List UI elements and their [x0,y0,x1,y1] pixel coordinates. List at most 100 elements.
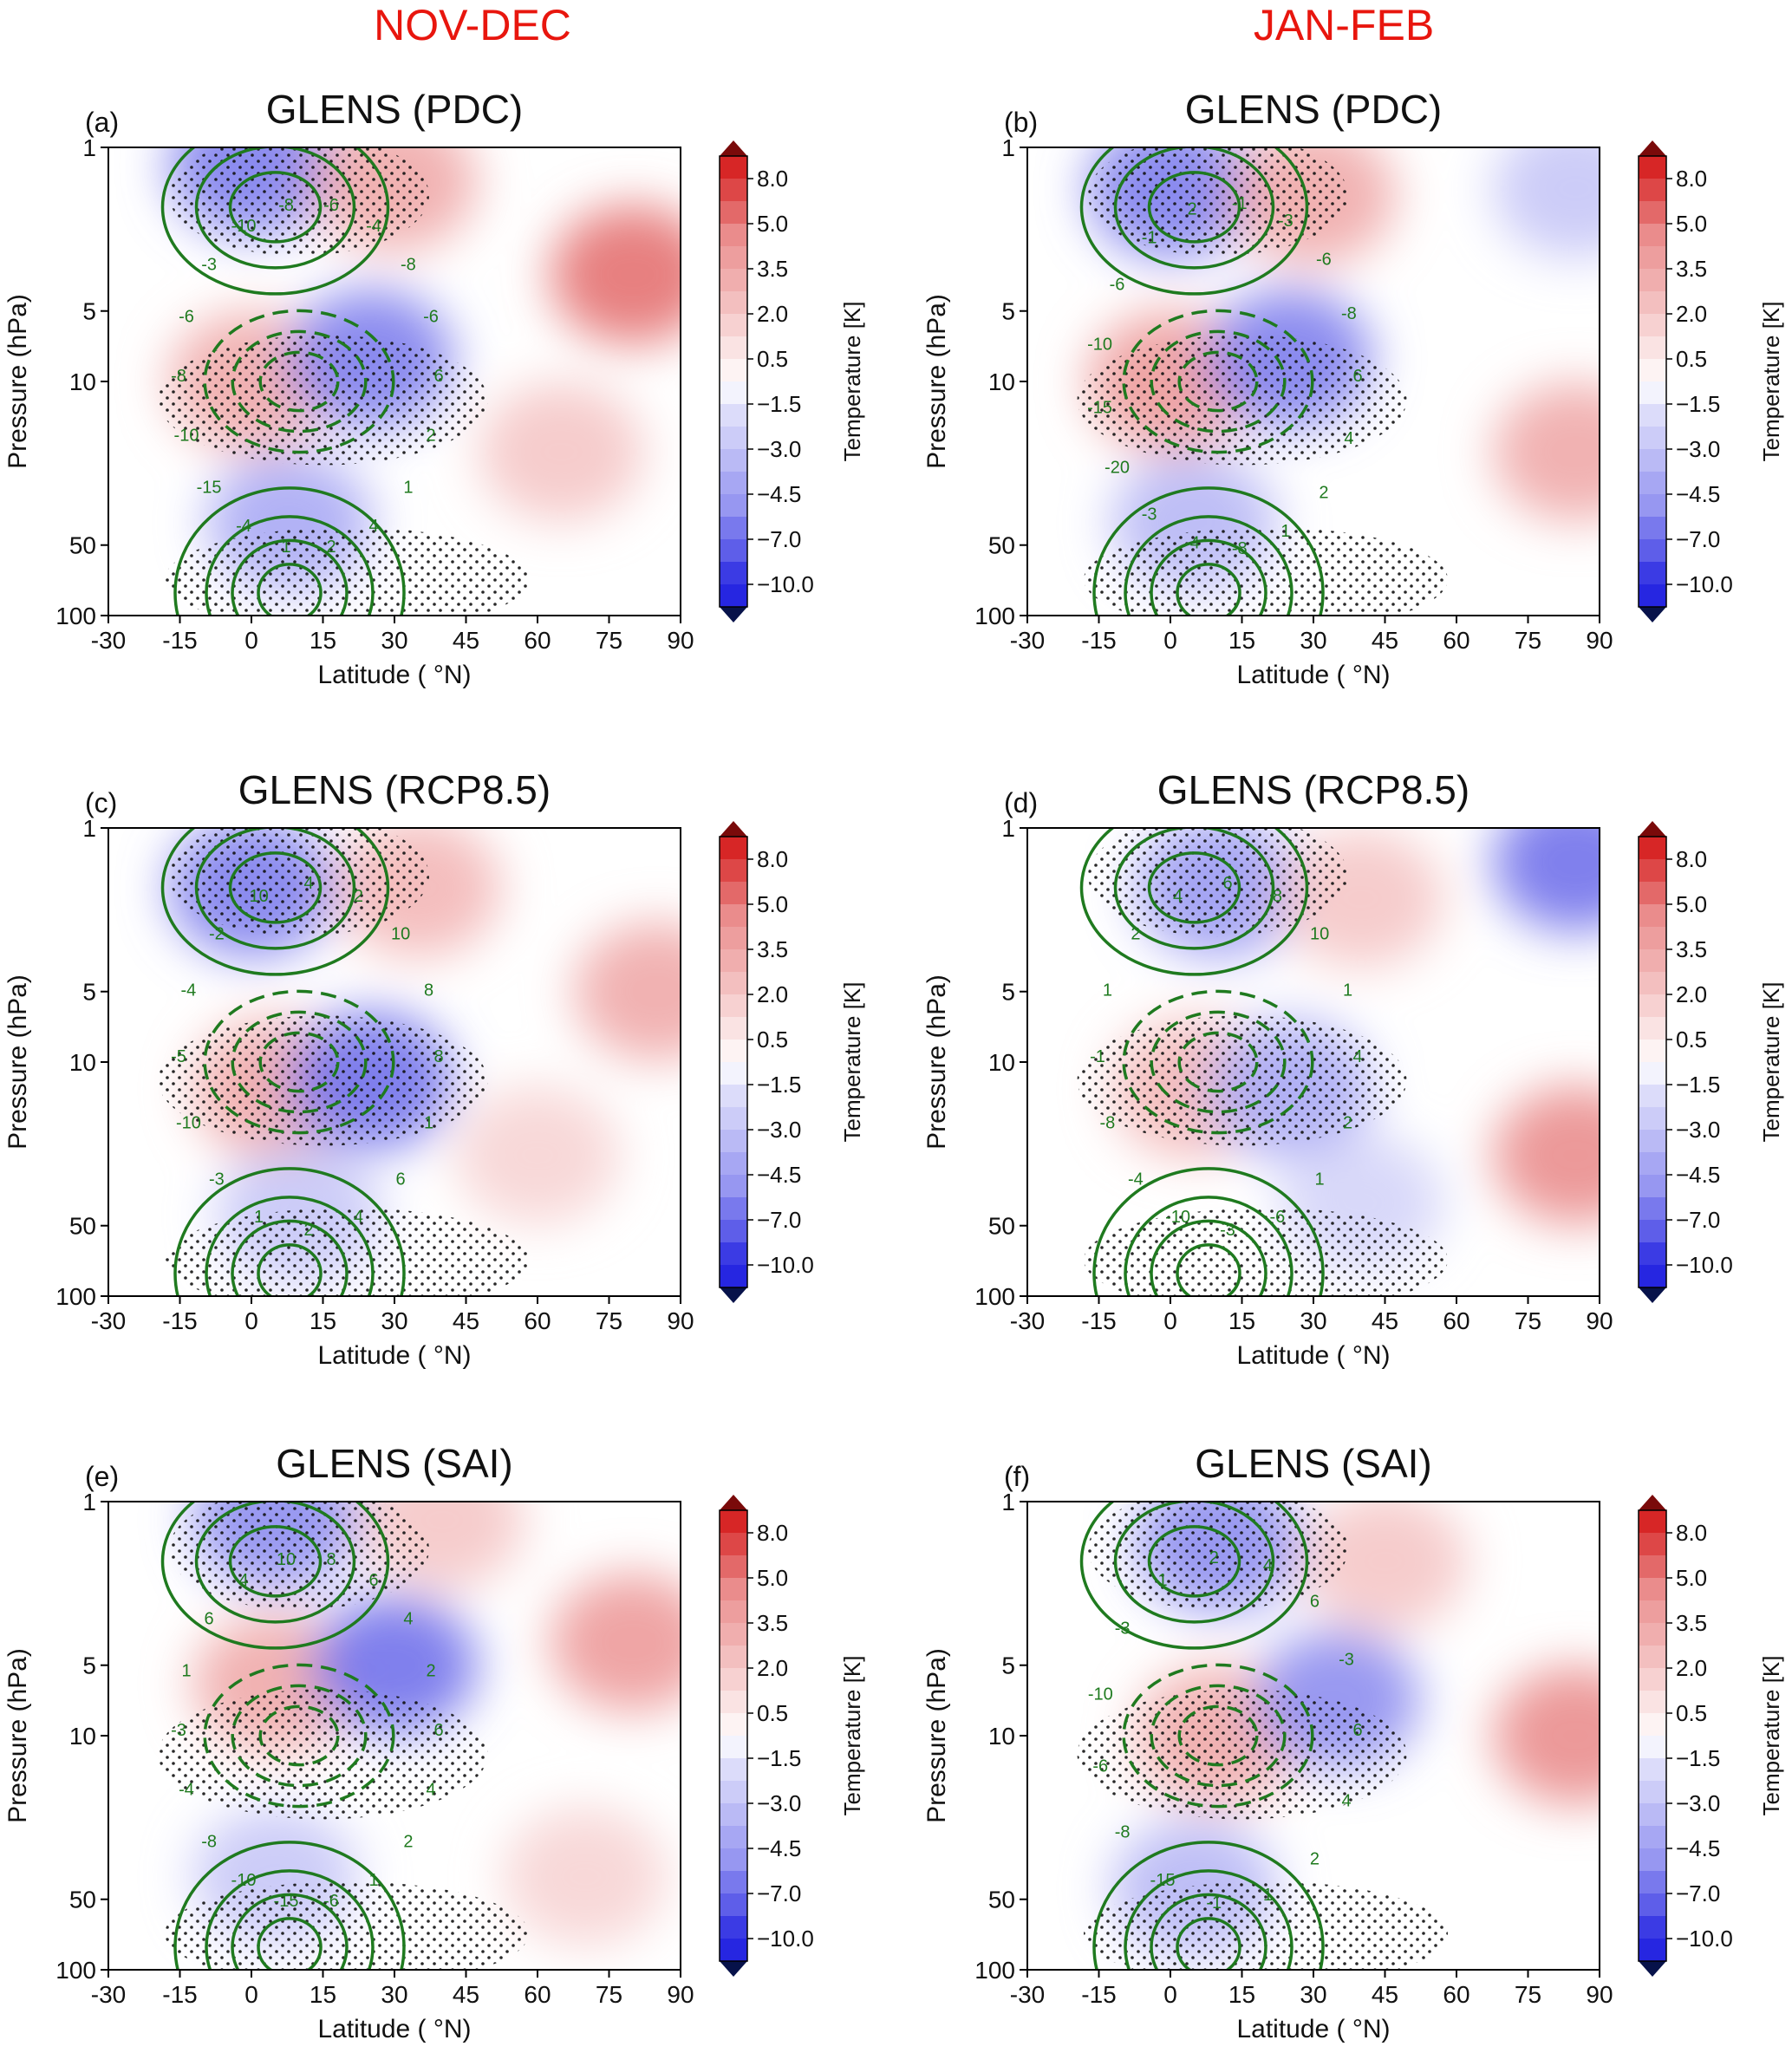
contour-positive [160,147,390,296]
y-tick-label: 5 [1001,1652,1015,1679]
colorbar-swatch [1639,1916,1666,1939]
colorbar-swatch [720,1623,747,1646]
colorbar-swatch [1639,1736,1666,1759]
contour-label: 8 [326,1550,336,1569]
colorbar-swatch [1639,1848,1666,1872]
x-axis-label: Latitude ( °N) [1236,661,1390,689]
colorbar-tick-label: 0.5 [1676,1700,1707,1726]
contour-positive [257,1917,323,1970]
colorbar-tick-label: −7.0 [1676,1880,1720,1906]
x-axis-label: Latitude ( °N) [317,2015,471,2043]
x-tick-label: 45 [453,1307,479,1334]
colorbar-tick-label: 3.5 [1676,256,1707,282]
colorbar-swatch [720,1691,747,1714]
colorbar-tick-label: 3.5 [757,936,788,962]
colorbar-label: Temperature [K] [839,982,865,1143]
colorbar: 8.0 5.0 3.5 2.0 0.5 −1.5 −3.0 −4.5 −7.0 −10.0 Temp… [719,1495,865,1977]
contour-negative [1150,329,1287,433]
contour-label: 6 [368,1571,378,1590]
x-tick-label: -30 [91,627,126,654]
column-title-right: JAN-FEB [1253,1,1435,49]
colorbar-swatch [720,927,747,950]
x-tick-label: 45 [453,1981,479,2008]
colorbar-swatch [1639,404,1666,427]
contour-label: -8 [1232,539,1248,558]
contour-label: -15 [1150,1871,1176,1890]
x-tick-label: 75 [596,1307,622,1334]
contour-labels: 6 4 2 1 -6 -15 -10 -8 -4 -3 1 6 4 10 8 6 4 2 [171,1550,443,1911]
x-tick-label: 60 [1443,1307,1469,1334]
colorbar-tick-label: −4.5 [1676,1835,1720,1861]
x-tick-label: 15 [1228,1981,1255,2008]
anomaly-cell [574,922,681,1061]
colorbar-swatch [720,1152,747,1176]
anomaly-cell [503,1807,668,1946]
contour-label: 4 [238,1571,248,1590]
colorbar-extend-max [1639,140,1666,156]
contour-label: 1 [254,1208,264,1227]
colorbar-swatch [1639,837,1666,860]
contour-label: -15 [197,479,222,498]
contour-positive [194,828,356,950]
colorbar-tick-label: 2.0 [757,1655,788,1681]
y-tick-label: 5 [82,979,96,1006]
panel-title: GLENS (PDC) [1185,87,1442,132]
contour-label: -3 [201,255,217,274]
x-tick-label: 15 [310,1981,336,2008]
contour-label: 8 [424,981,433,1000]
colorbar-tick-label: −7.0 [757,1207,801,1233]
contour-positive [1124,1196,1293,1296]
colorbar-swatch [1639,517,1666,540]
contour-negative [231,1010,368,1114]
colorbar-swatch [720,539,747,563]
colorbar-label: Temperature [K] [1758,1656,1784,1816]
x-tick-label: 0 [1163,1307,1177,1334]
colorbar-extend-max [720,1495,747,1510]
x-tick-label: 45 [1372,627,1398,654]
contour-label: -10 [231,217,257,236]
x-tick-label: 90 [1586,627,1613,654]
colorbar-swatch [1639,494,1666,518]
contour-labels: 6 4 2 1 -1 -15 -8 -6 -10 -3 1 2 4 6 -3 [1088,1548,1363,1913]
colorbar-label: Temperature [K] [839,1656,865,1816]
x-tick-label: 45 [1372,1981,1398,2008]
colorbar-swatch [1639,201,1666,225]
contour-positive [160,828,390,976]
contour-positive [194,1502,356,1624]
colorbar-tick-label: −3.0 [757,436,801,462]
colorbar-swatch [720,156,747,179]
colorbar-swatch [1639,1555,1666,1579]
x-tick-label: 45 [453,627,479,654]
y-tick-label: 10 [988,368,1015,395]
y-axis-label: Pressure (hPa) [922,294,951,469]
colorbar-swatch [720,1555,747,1579]
colorbar-swatch [720,882,747,905]
colorbar-swatch [1639,1623,1666,1646]
contour-label: 1 [368,1871,378,1890]
y-tick-label: 1 [1001,1489,1015,1515]
colorbar-swatch [1639,427,1666,450]
colorbar-swatch [1639,882,1666,905]
contour-label: -8 [1100,1114,1116,1133]
x-axis-label: Latitude ( °N) [1236,2015,1390,2043]
colorbar-swatch [720,584,747,608]
colorbar-swatch [1639,381,1666,405]
y-tick-label: 5 [1001,979,1015,1006]
colorbar-swatch [720,1916,747,1939]
colorbar-swatch [1639,472,1666,495]
contour-negative [1122,1663,1314,1809]
colorbar-tick-label: 8.0 [1676,166,1707,192]
contour-positive [1079,1502,1309,1650]
colorbar-swatch [720,1220,747,1243]
y-tick-label: 5 [82,298,96,325]
colorbar-swatch [1639,1758,1666,1782]
colorbar-swatch [720,1939,747,1962]
colorbar-swatch [720,291,747,315]
contour-label: 2 [326,538,336,557]
colorbar-extend-max [720,140,747,156]
colorbar-tick-label: −4.5 [757,1162,801,1188]
colorbar-tick-label: −10.0 [1676,571,1733,597]
contour-label: 1 [403,479,413,498]
